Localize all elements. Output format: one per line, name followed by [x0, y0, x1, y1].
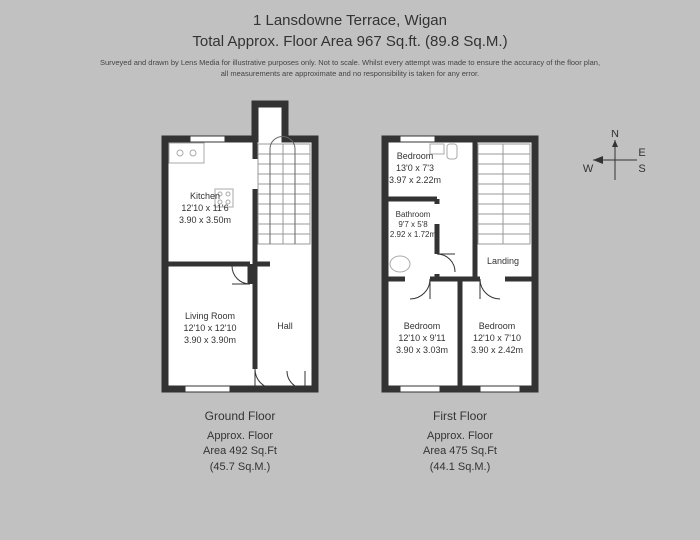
total-area: Total Approx. Floor Area 967 Sq.ft. (89.…: [0, 29, 700, 50]
ff-area3: (44.1 Sq.M.): [430, 461, 491, 473]
landing-name: Landing: [487, 256, 519, 266]
first-floor: Bedroom 13'0 x 7'3 3.97 x 2.22m Bathroom…: [375, 89, 545, 475]
floor-plans: Kitchen 12'10 x 11'6 3.90 x 3.50m Living…: [0, 89, 700, 475]
gf-area1: Approx. Floor: [207, 430, 273, 442]
gf-area3: (45.7 Sq.M.): [210, 461, 271, 473]
bed3-name: Bedroom: [479, 321, 516, 331]
disclaimer: Surveyed and drawn by Lens Media for ill…: [0, 50, 700, 79]
living-dim-imp: 12'10 x 12'10: [184, 323, 237, 333]
bed1-dim-met: 3.97 x 2.22m: [389, 175, 441, 185]
bed2-dim-imp: 12'10 x 9'11: [398, 333, 445, 343]
first-floor-area: Approx. Floor Area 475 Sq.Ft (44.1 Sq.M.…: [375, 429, 545, 475]
ff-area1: Approx. Floor: [427, 430, 493, 442]
living-dim-met: 3.90 x 3.90m: [184, 335, 236, 345]
address-title: 1 Lansdowne Terrace, Wigan: [0, 0, 700, 29]
ground-floor-label: Ground Floor: [155, 409, 325, 423]
kitchen-name: Kitchen: [190, 191, 220, 201]
ff-area2: Area 475 Sq.Ft: [423, 445, 497, 457]
bed2-dim-met: 3.90 x 3.03m: [396, 345, 448, 355]
bed3-dim-met: 3.90 x 2.42m: [471, 345, 523, 355]
bed3-dim-imp: 12'10 x 7'10: [473, 333, 521, 343]
bed2-name: Bedroom: [404, 321, 441, 331]
bed1-name: Bedroom: [397, 151, 434, 161]
ground-floor-plan: Kitchen 12'10 x 11'6 3.90 x 3.50m Living…: [155, 89, 325, 399]
disclaimer-line2: all measurements are approximate and no …: [221, 69, 479, 78]
disclaimer-line1: Surveyed and drawn by Lens Media for ill…: [100, 58, 600, 67]
kitchen-dim-met: 3.90 x 3.50m: [179, 215, 231, 225]
ground-floor: Kitchen 12'10 x 11'6 3.90 x 3.50m Living…: [155, 89, 325, 475]
bath-name: Bathroom: [396, 210, 431, 219]
living-name: Living Room: [185, 311, 235, 321]
kitchen-dim-imp: 12'10 x 11'6: [181, 203, 228, 213]
bed1-dim-imp: 13'0 x 7'3: [396, 163, 434, 173]
ground-floor-area: Approx. Floor Area 492 Sq.Ft (45.7 Sq.M.…: [155, 429, 325, 475]
bath-dim-imp: 9'7 x 5'8: [398, 220, 428, 229]
first-floor-plan: Bedroom 13'0 x 7'3 3.97 x 2.22m Bathroom…: [375, 89, 545, 399]
hall-name: Hall: [277, 321, 293, 331]
first-floor-label: First Floor: [375, 409, 545, 423]
gf-area2: Area 492 Sq.Ft: [203, 445, 277, 457]
bath-dim-met: 2.92 x 1.72m: [390, 230, 437, 239]
